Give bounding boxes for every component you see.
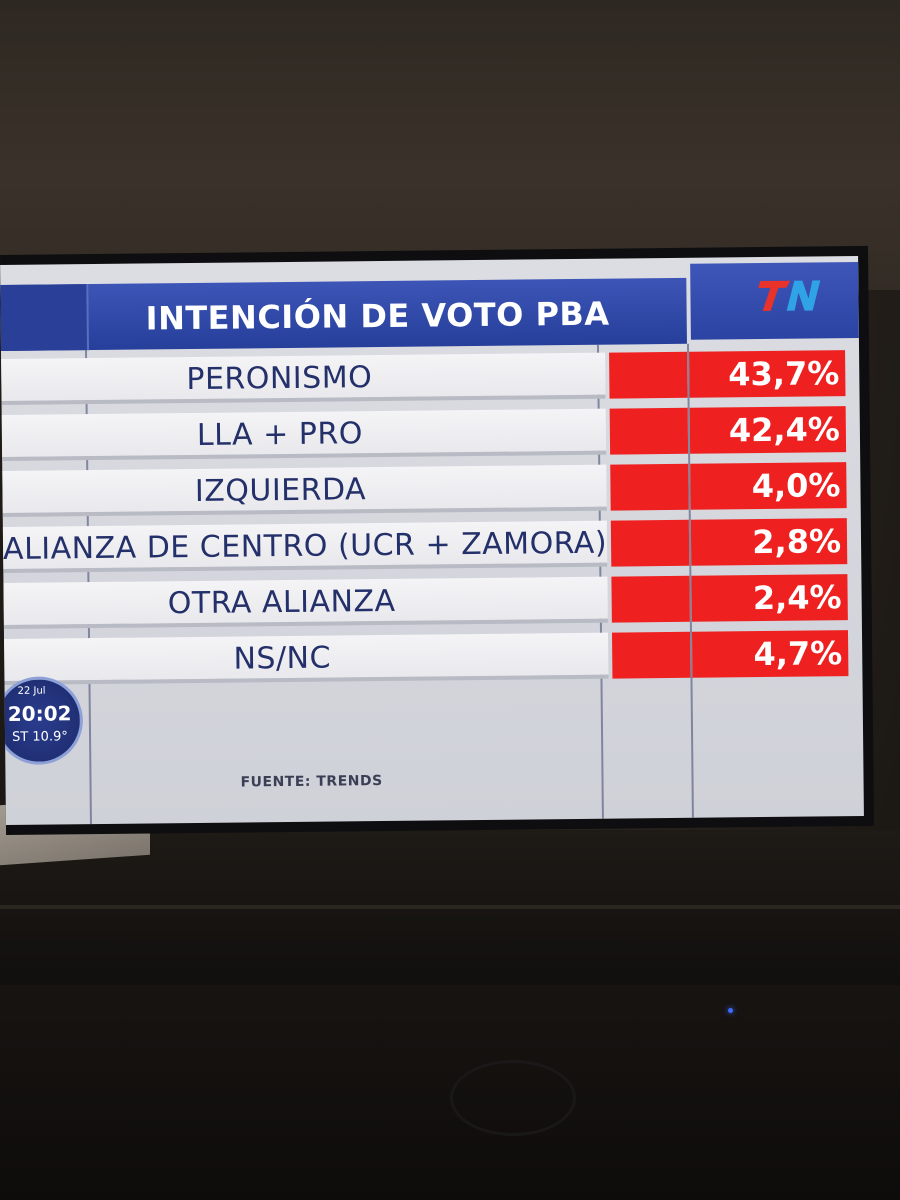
value-label: 43,7% [728,354,840,394]
value-bar [610,463,689,511]
value-bar [609,407,689,455]
chart-row: NS/NC 4,7% [4,630,864,685]
chart-row: LLA + PRO 42,4% [1,406,862,461]
title-bar-left-panel [0,284,90,351]
value-label: 4,0% [751,466,841,506]
tn-logo [758,280,821,312]
value-bar [611,575,690,623]
category-label: ALIANZA DE CENTRO (UCR + ZAMORA) [2,525,608,567]
value-bar [609,351,688,399]
television: INTENCIÓN DE VOTO PBA PERONISMO 43,7% LLA … [0,245,875,835]
category-label: PERONISMO [186,360,373,398]
category-label: IZQUIERDA [194,472,367,509]
chart-row: OTRA ALIANZA 2,4% [3,574,863,629]
value-bar [611,631,691,679]
category-label: NS/NC [233,640,332,677]
chart-row: PERONISMO 43,7% [1,350,861,405]
wall-background [0,0,900,290]
category-label: LLA + PRO [196,416,364,453]
category-label: OTRA ALIANZA [167,583,396,622]
chart-row: IZQUIERDA 4,0% [2,462,862,517]
chart-title: INTENCIÓN DE VOTO PBA [145,294,610,338]
cabinet-edge [0,905,900,909]
chart-row: ALIANZA DE CENTRO (UCR + ZAMORA) 2,8% [2,518,863,573]
clock-temperature: ST 10.9° [11,729,68,745]
value-label: 2,4% [752,578,842,618]
clock-widget: 22 Jul 20:02 ST 10.9° [0,676,84,766]
clock-date: 22 Jul [17,685,46,697]
value-label: 42,4% [728,410,841,450]
tv-screen: INTENCIÓN DE VOTO PBA PERONISMO 43,7% LLA … [0,256,864,825]
value-bar [610,519,690,567]
value-label: 2,8% [752,522,842,562]
clock-time: 20:02 [7,701,72,726]
standby-led [728,1008,733,1013]
value-label: 4,7% [753,634,843,674]
cable [450,1060,576,1136]
chart-source: FUENTE: TRENDS [240,773,383,791]
